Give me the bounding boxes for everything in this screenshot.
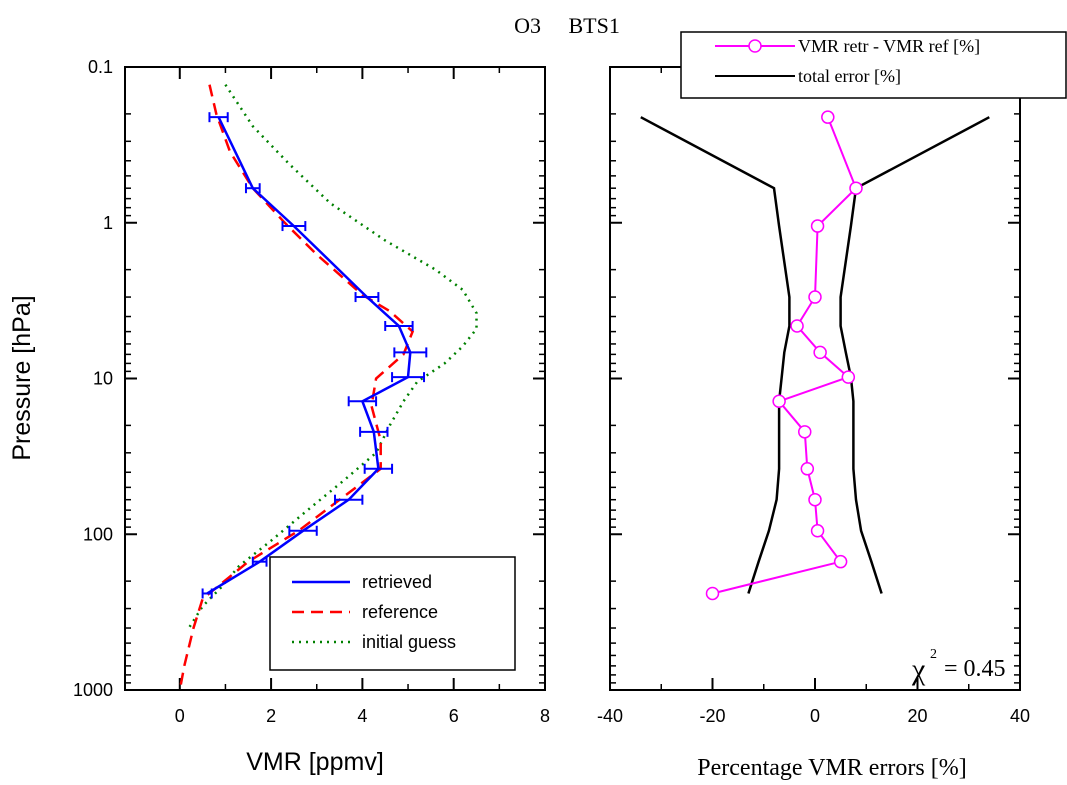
chi-symbol: χ [911, 653, 926, 686]
vmr-difference-marker [821, 110, 835, 124]
right-plot-frame [609, 66, 1021, 691]
left-y-tick-label: 1 [103, 213, 113, 233]
vmr-difference-marker [808, 492, 822, 507]
right-legend-box [680, 31, 1067, 99]
right-x-tick-label: -40 [597, 706, 623, 726]
left-y-tick-label: 1000 [73, 680, 113, 700]
left-legend-box [269, 556, 516, 671]
series-total-error [839, 116, 990, 594]
left-x-tick-label: 0 [175, 706, 185, 726]
series-total-error [640, 116, 791, 594]
legend-label-reference: reference [362, 602, 438, 622]
legend-label-difference: VMR retr - VMR ref [%] [798, 36, 980, 56]
legend-marker-difference [748, 39, 762, 53]
series-retrieved [206, 116, 412, 595]
left-y-tick-label: 100 [83, 524, 113, 544]
vmr-difference-marker [841, 370, 856, 384]
left-y-tick-label: 0.1 [88, 57, 113, 77]
vmr-difference-marker [813, 345, 827, 360]
vmr-difference-marker [800, 462, 815, 476]
right-x-tick-label: 40 [1010, 706, 1030, 726]
vmr-difference-marker [810, 219, 825, 233]
vmr-difference-marker [790, 319, 804, 333]
left-x-tick-label: 6 [449, 706, 459, 726]
right-x-axis-label: Percentage VMR errors [%] [697, 755, 966, 781]
left-legend: retrieved reference initial guess [269, 556, 516, 671]
right-legend: VMR retr - VMR ref [%] total error [%] [680, 31, 1067, 99]
left-x-tick-label: 4 [357, 706, 367, 726]
left-x-tick-label: 8 [540, 706, 550, 726]
vmr-difference-marker [798, 425, 812, 439]
legend-label-total-error: total error [%] [798, 66, 901, 86]
left-plot-series [178, 84, 478, 691]
left-y-axis-label: Pressure [hPa] [8, 295, 36, 460]
right-x-tick-label: -20 [699, 706, 725, 726]
left-x-tick-label: 2 [266, 706, 276, 726]
figure-title: O3 BTS1 [514, 13, 620, 38]
series-initial-guess [187, 84, 478, 629]
vmr-difference-marker [772, 394, 786, 409]
left-axis-ticks: 0 2 4 6 8 0.1 1 10 100 1000 [73, 57, 550, 726]
right-x-tick-label: 20 [907, 706, 927, 726]
right-x-tick-label: 0 [810, 706, 820, 726]
chi-value: = 0.45 [944, 656, 1006, 682]
legend-label-initial-guess: initial guess [362, 632, 456, 652]
chi-square-annotation: χ 2 = 0.45 [911, 647, 1006, 686]
vmr-difference-marker [808, 290, 822, 304]
left-x-axis-label: VMR [ppmv] [246, 748, 384, 776]
vmr-difference-marker [849, 181, 863, 195]
legend-label-retrieved: retrieved [362, 572, 432, 592]
vmr-difference-marker [833, 554, 848, 569]
chi-exponent: 2 [930, 647, 937, 662]
vmr-difference-marker [705, 586, 720, 601]
series-reference [178, 84, 415, 691]
right-axis-ticks: -40 -20 0 20 40 [597, 66, 1030, 726]
left-y-tick-label: 10 [93, 369, 113, 389]
vmr-difference-marker [810, 524, 825, 538]
right-plot-series [640, 110, 990, 601]
